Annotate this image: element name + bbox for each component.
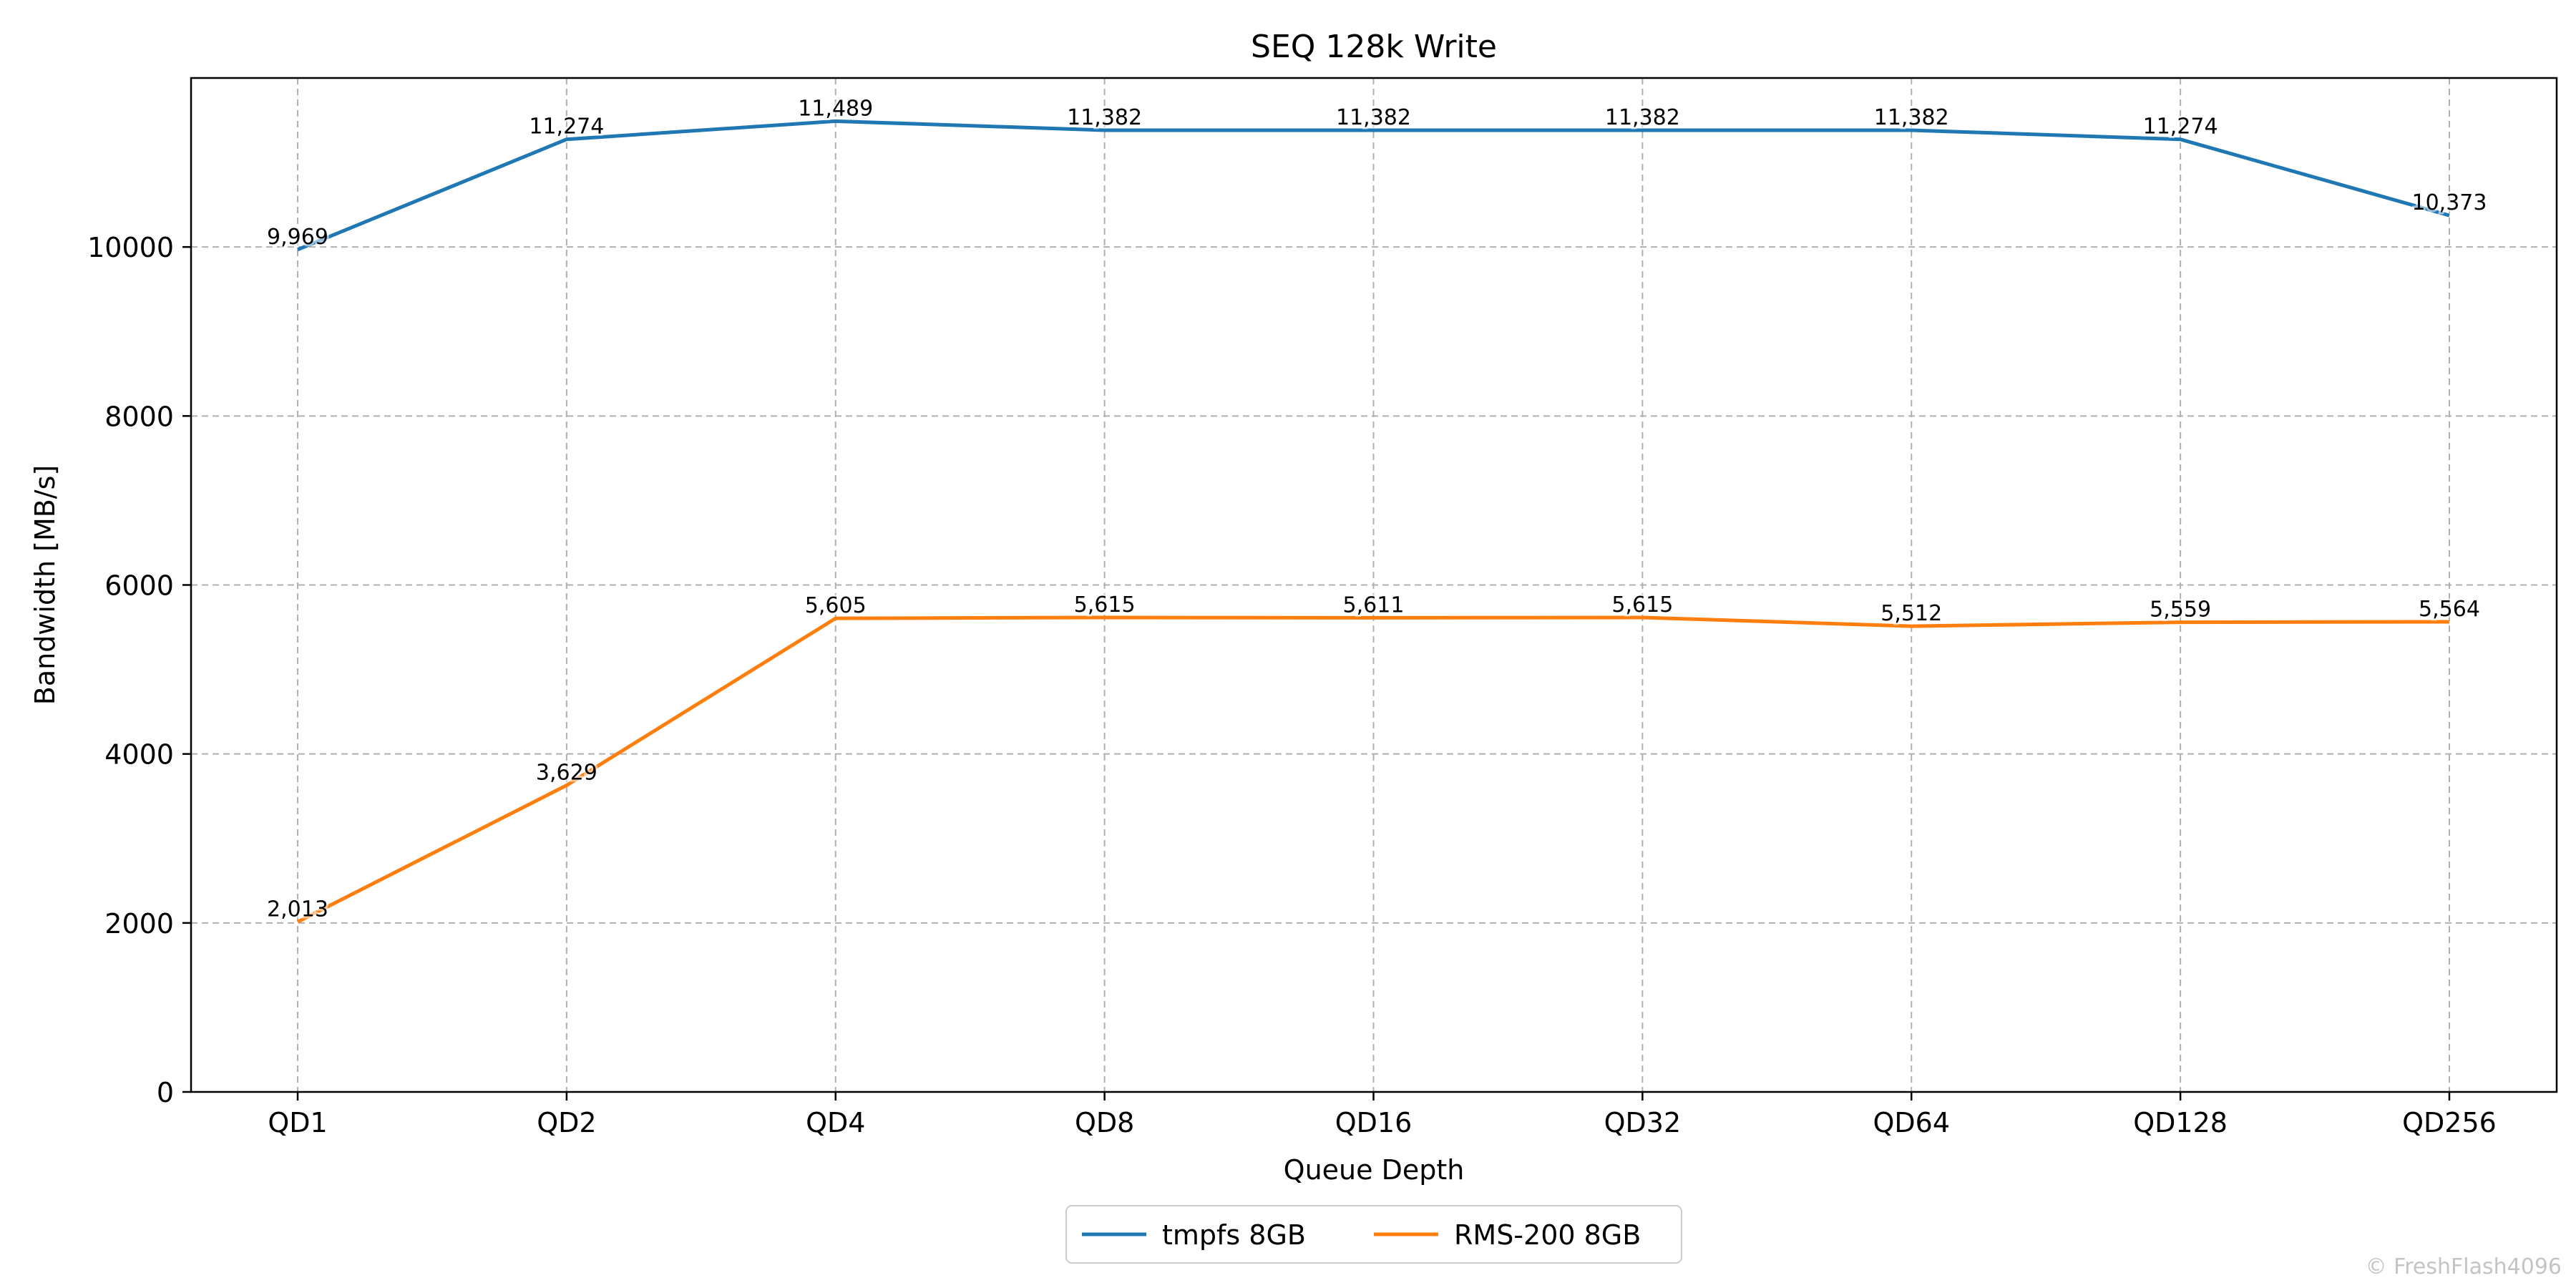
y-tick-label: 2000 — [104, 908, 174, 940]
data-label: 11,382 — [1067, 105, 1142, 130]
data-label: 11,382 — [1605, 105, 1680, 130]
x-tick-label: QD32 — [1604, 1107, 1682, 1138]
data-label: 5,605 — [805, 593, 867, 618]
series-line-2 — [296, 615, 2450, 924]
data-label: 5,559 — [2150, 597, 2211, 623]
data-labels: 9,969 11,274 11,489 11,382 11,382 11,382 11,38… — [265, 94, 2489, 924]
y-tick-label: 8000 — [104, 401, 174, 432]
data-label: 11,489 — [798, 96, 873, 121]
x-axis-ticks: QD1 QD2 QD4 QD8 QD16 QD32 QD64 QD128 QD256 — [268, 1092, 2497, 1138]
grid-lines — [191, 78, 2557, 1092]
legend: tmpfs 8GB RMS-200 8GB — [1065, 1205, 1682, 1264]
x-tick-label: QD8 — [1075, 1107, 1134, 1138]
y-axis-label: Bandwidth [MB/s] — [29, 465, 61, 706]
data-label: 11,274 — [2143, 114, 2218, 140]
legend-label-2: RMS-200 8GB — [1454, 1219, 1641, 1251]
legend-label-1: tmpfs 8GB — [1162, 1219, 1306, 1251]
x-tick-label: QD64 — [1873, 1107, 1950, 1138]
watermark: © FreshFlash4096 — [2365, 1254, 2562, 1279]
data-label: 11,274 — [529, 114, 604, 140]
data-label: 5,615 — [1074, 592, 1136, 618]
data-label: 9,969 — [267, 225, 328, 250]
chart-title: SEQ 128k Write — [1251, 29, 1497, 65]
plot-area-frame — [190, 77, 2558, 1093]
y-tick-label: 4000 — [104, 739, 174, 771]
data-label: 11,382 — [1874, 105, 1949, 130]
x-tick-label: QD256 — [2402, 1107, 2497, 1138]
x-tick-label: QD1 — [268, 1107, 327, 1138]
data-label: 5,564 — [2419, 597, 2480, 622]
data-label: 5,615 — [1611, 592, 1673, 618]
series-line-1 — [297, 119, 2450, 252]
y-axis-ticks: 0 2000 4000 6000 8000 10000 — [87, 232, 191, 1108]
data-label: 10,373 — [2412, 190, 2487, 215]
data-label: 11,382 — [1336, 105, 1411, 130]
y-tick-label: 6000 — [104, 570, 174, 602]
data-label: 5,512 — [1880, 601, 1942, 626]
data-label: 3,629 — [536, 760, 597, 785]
series-lines — [296, 119, 2450, 924]
y-tick-label: 10000 — [87, 232, 174, 263]
x-tick-label: QD2 — [537, 1107, 596, 1138]
x-tick-label: QD16 — [1335, 1107, 1413, 1138]
data-label: 5,611 — [1343, 592, 1405, 618]
x-axis-label: Queue Depth — [1284, 1154, 1465, 1186]
y-tick-label: 0 — [157, 1077, 174, 1108]
x-tick-label: QD128 — [2133, 1107, 2228, 1138]
data-label: 2,013 — [267, 897, 328, 922]
x-tick-label: QD4 — [806, 1107, 865, 1138]
